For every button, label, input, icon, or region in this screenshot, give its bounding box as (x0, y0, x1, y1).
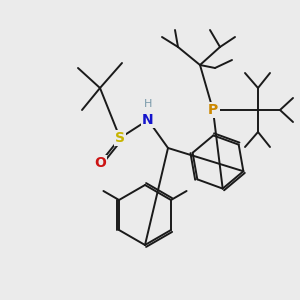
Text: O: O (94, 156, 106, 170)
Text: N: N (142, 113, 154, 127)
Text: P: P (208, 103, 218, 117)
Text: H: H (144, 99, 152, 109)
Text: S: S (115, 131, 125, 145)
